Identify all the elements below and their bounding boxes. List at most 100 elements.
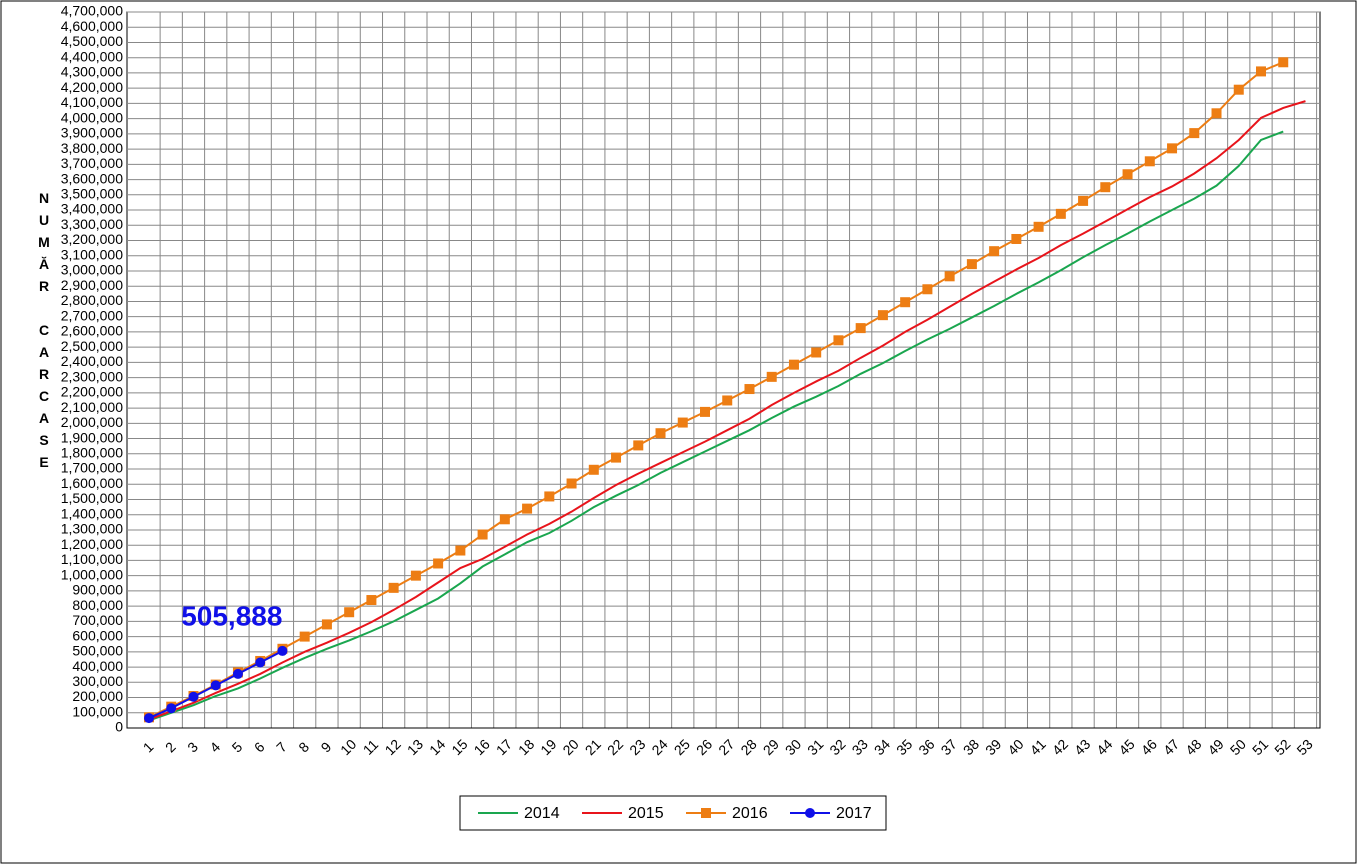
x-tick-label: 30 — [782, 736, 804, 758]
x-tick-label: 1 — [140, 739, 157, 756]
marker — [299, 631, 310, 642]
y-tick-label: 3,800,000 — [61, 140, 123, 156]
x-tick-label: 29 — [760, 736, 782, 758]
x-tick-label: 15 — [448, 736, 470, 758]
x-tick-label: 51 — [1249, 736, 1271, 758]
y-tick-label: 2,400,000 — [61, 353, 123, 369]
y-tick-label: 1,700,000 — [61, 460, 123, 476]
x-tick-label: 20 — [559, 736, 581, 758]
y-tick-label: 3,300,000 — [61, 216, 123, 232]
x-tick-label: 39 — [982, 736, 1004, 758]
y-tick-label: 700,000 — [72, 612, 123, 628]
x-tick-label: 31 — [804, 736, 826, 758]
x-tick-label: 32 — [826, 736, 848, 758]
x-tick-label: 40 — [1004, 736, 1026, 758]
y-tick-label: 3,400,000 — [61, 201, 123, 217]
marker — [1033, 221, 1044, 232]
marker — [499, 514, 510, 525]
legend-label: 2016 — [732, 805, 768, 822]
x-tick-label: 33 — [849, 736, 871, 758]
series-line — [148, 61, 1284, 719]
marker — [277, 645, 288, 656]
legend-marker — [701, 808, 711, 818]
y-tick-label: 800,000 — [72, 597, 123, 613]
marker — [1278, 57, 1289, 68]
marker — [989, 246, 1000, 257]
plot-area — [126, 11, 1321, 729]
x-tick-label: 45 — [1115, 736, 1137, 758]
x-tick-label: 42 — [1049, 736, 1071, 758]
y-tick-label: 1,500,000 — [61, 490, 123, 506]
x-tick-label: 19 — [537, 736, 559, 758]
y-tick-label: 3,700,000 — [61, 155, 123, 171]
marker — [1256, 66, 1266, 77]
y-tick-label: 4,300,000 — [61, 64, 123, 80]
legend-label: 2015 — [628, 805, 664, 822]
marker — [766, 371, 777, 382]
marker — [1189, 128, 1200, 139]
x-tick-label: 50 — [1227, 736, 1249, 758]
marker — [744, 384, 755, 395]
x-tick-label: 4 — [206, 739, 223, 756]
y-tick-label: 3,900,000 — [61, 125, 123, 141]
y-tick-label: 3,100,000 — [61, 246, 123, 262]
marker — [1100, 182, 1111, 193]
x-tick-label: 21 — [582, 736, 604, 758]
marker — [232, 668, 243, 679]
x-tick-label: 48 — [1182, 736, 1204, 758]
y-tick-label: 2,600,000 — [61, 323, 123, 339]
y-tick-label: 1,400,000 — [61, 505, 123, 521]
marker — [566, 478, 577, 489]
x-tick-label: 26 — [693, 736, 715, 758]
y-tick-label: 1,200,000 — [61, 536, 123, 552]
marker — [1122, 169, 1133, 180]
marker — [188, 691, 199, 702]
x-tick-label: 23 — [626, 736, 648, 758]
marker — [321, 619, 332, 630]
legend-marker — [805, 808, 815, 818]
marker — [655, 428, 666, 439]
marker — [966, 259, 977, 270]
marker — [544, 491, 555, 502]
x-tick-label: 43 — [1071, 736, 1093, 758]
y-tick-label: 1,800,000 — [61, 444, 123, 460]
x-tick-label: 53 — [1293, 736, 1315, 758]
y-tick-label: 3,600,000 — [61, 170, 123, 186]
marker — [700, 406, 710, 417]
marker — [1167, 143, 1178, 154]
x-tick-label: 22 — [604, 736, 626, 758]
y-tick-label: 4,200,000 — [61, 79, 123, 95]
marker — [477, 529, 488, 540]
x-tick-label: 11 — [360, 736, 382, 758]
y-tick-label: 2,100,000 — [61, 399, 123, 415]
marker — [811, 347, 822, 358]
annotation: 505,888 — [181, 600, 282, 631]
marker — [166, 703, 177, 714]
x-tick-label: 2 — [162, 739, 179, 756]
marker — [722, 395, 733, 406]
legend-label: 2014 — [524, 805, 560, 822]
y-tick-label: 2,200,000 — [61, 384, 123, 400]
y-tick-label: 2,700,000 — [61, 307, 123, 323]
y-tick-label: 3,000,000 — [61, 262, 123, 278]
marker — [900, 297, 911, 308]
marker — [210, 680, 221, 691]
y-tick-label: 300,000 — [72, 673, 123, 689]
x-tick-label: 8 — [295, 739, 312, 756]
marker — [255, 657, 266, 668]
marker — [410, 570, 421, 581]
y-tick-label: 3,500,000 — [61, 186, 123, 202]
x-tick-label: 5 — [229, 739, 246, 756]
y-tick-label: 4,500,000 — [61, 33, 123, 49]
x-tick-label: 3 — [184, 739, 201, 756]
marker — [944, 271, 955, 282]
x-tick-label: 34 — [871, 736, 893, 758]
y-tick-label: 2,900,000 — [61, 277, 123, 293]
y-tick-label: 900,000 — [72, 582, 123, 598]
y-tick-label: 4,600,000 — [61, 18, 123, 34]
marker — [1078, 195, 1089, 206]
marker — [788, 359, 799, 370]
y-tick-label: 500,000 — [72, 643, 123, 659]
x-tick-label: 25 — [671, 736, 693, 758]
